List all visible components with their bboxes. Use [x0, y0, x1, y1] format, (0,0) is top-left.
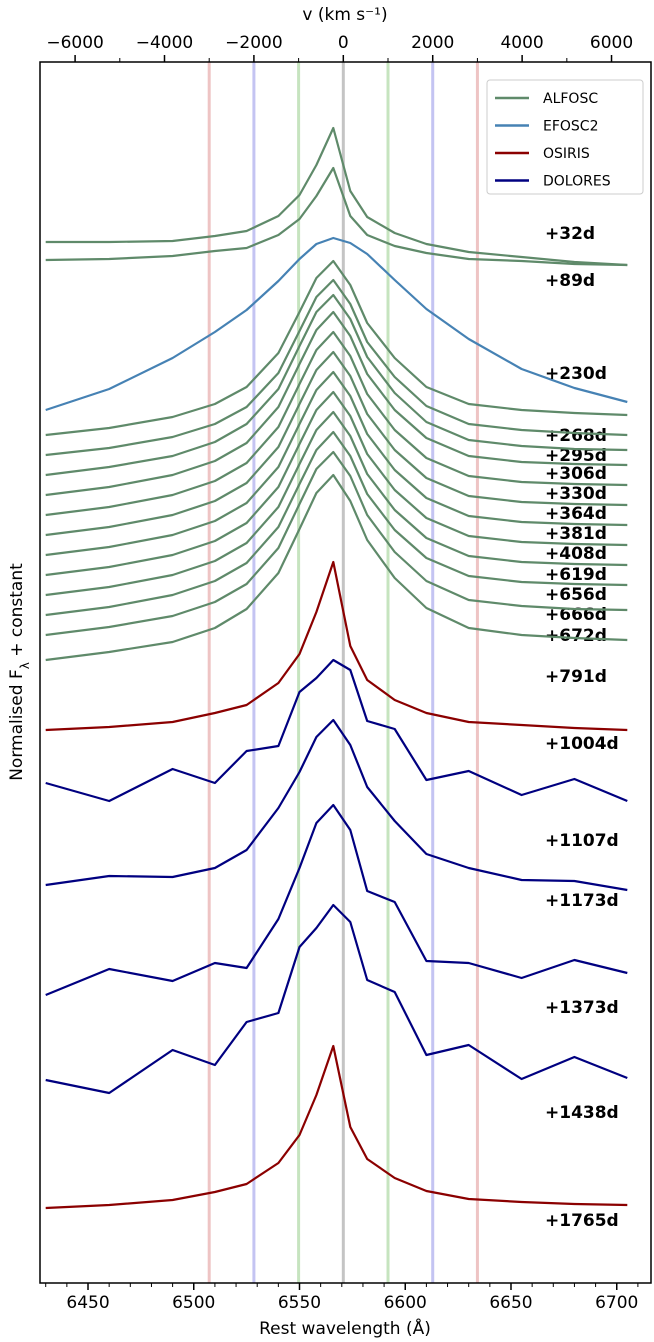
legend-label: ALFOSC	[543, 91, 598, 107]
epoch-label: +656d	[545, 585, 607, 605]
epoch-label: +32d	[545, 224, 595, 244]
y-label-main: Normalised F	[7, 669, 27, 781]
epoch-label: +295d	[545, 446, 607, 466]
legend-label: EFOSC2	[543, 119, 599, 135]
y-label-sub: λ	[18, 662, 32, 669]
x2-tick-label: −4000	[136, 33, 194, 53]
x2-tick-label: 2000	[411, 33, 454, 53]
x-tick-label: 6450	[66, 1293, 109, 1313]
spectrum-line	[45, 450, 628, 637]
spectrum-line	[45, 473, 628, 662]
spectrum-line	[45, 410, 628, 597]
epoch-label: +672d	[545, 626, 607, 646]
spectrum-line	[45, 259, 628, 437]
spectrum-line	[45, 278, 628, 457]
x2-tick-label: −6000	[46, 33, 104, 53]
epoch-label: +268d	[545, 426, 607, 446]
legend-label: OSIRIS	[543, 146, 590, 162]
epoch-label: +306d	[545, 464, 607, 484]
epoch-label: +1765d	[545, 1211, 619, 1231]
spectrum-line	[45, 560, 628, 732]
x-tick-label: 6650	[489, 1293, 532, 1313]
x-tick-label: 6600	[384, 1293, 427, 1313]
epoch-label: +1004d	[545, 734, 619, 754]
y-axis-label: Normalised Fλ + constant	[7, 563, 32, 781]
plot-frame	[39, 61, 652, 1284]
spectrum-line	[45, 903, 628, 1095]
x-axis-label: Rest wavelength (Å)	[259, 1317, 431, 1339]
epoch-label: +1107d	[545, 831, 619, 851]
spectrum-line	[45, 370, 628, 557]
epoch-label: +230d	[545, 364, 607, 384]
x2-tick-label: 4000	[500, 33, 543, 53]
epoch-label: +89d	[545, 271, 595, 291]
legend-box	[486, 79, 644, 195]
spectrum-line	[45, 390, 628, 577]
epoch-label: +1438d	[545, 1103, 619, 1123]
epoch-label: +619d	[545, 565, 607, 585]
spectrum-line	[45, 126, 628, 267]
spectrum-line	[45, 166, 628, 267]
epoch-label: +330d	[545, 484, 607, 504]
x2-tick-label: 0	[338, 33, 349, 53]
spectrum-line	[45, 1044, 628, 1210]
x2-tick-label: −2000	[225, 33, 283, 53]
spectrum-line	[45, 350, 628, 537]
spectrum-line	[45, 310, 628, 497]
epoch-label: +791d	[545, 667, 607, 687]
x-tick-label: 6550	[278, 1293, 321, 1313]
x2-axis-label: v (km s⁻¹)	[302, 5, 387, 25]
spectrum-line	[45, 803, 628, 997]
epoch-label: +408d	[545, 544, 607, 564]
y-label-rest: + constant	[7, 563, 27, 662]
x-tick-label: 6700	[595, 1293, 638, 1313]
epoch-label: +1173d	[545, 891, 619, 911]
spectrum-line	[45, 718, 628, 892]
epoch-label: +364d	[545, 504, 607, 524]
epoch-label: +1373d	[545, 998, 619, 1018]
spectrum-line	[45, 293, 628, 477]
spectrum-line	[45, 658, 628, 803]
spectrum-line	[45, 330, 628, 517]
x2-tick-label: 6000	[590, 33, 633, 53]
spectrum-line	[45, 236, 628, 412]
spectrum-line	[45, 430, 628, 617]
legend-label: DOLORES	[543, 174, 611, 190]
x-tick-label: 6500	[172, 1293, 215, 1313]
epoch-label: +381d	[545, 524, 607, 544]
